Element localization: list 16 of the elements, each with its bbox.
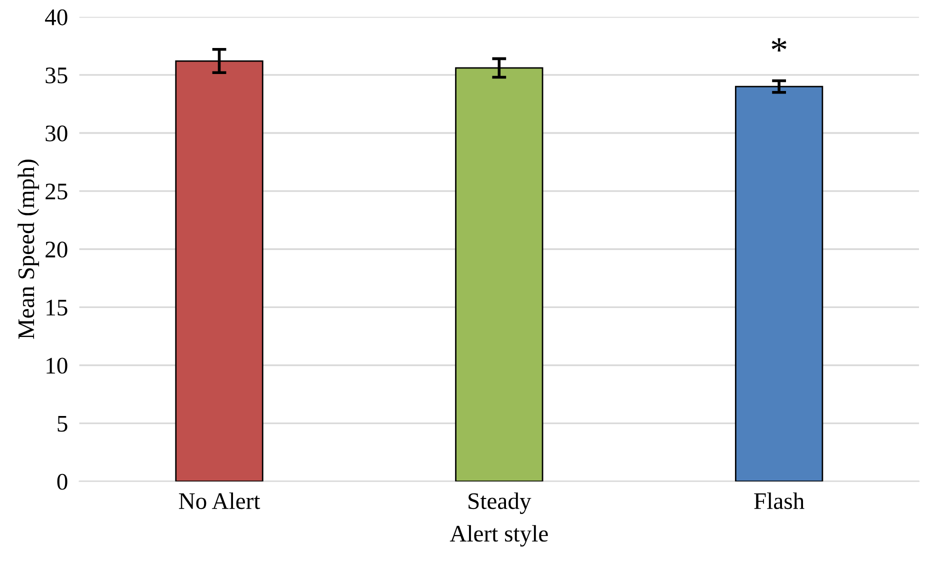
y-tick-label: 35	[46, 68, 68, 84]
annotation: *	[772, 38, 786, 52]
x-tick-label: No Alert	[178, 492, 260, 510]
bar	[734, 86, 824, 482]
y-tick-label: 20	[46, 242, 68, 258]
y-tick-label: 0	[57, 474, 68, 490]
y-axis-title: Mean Speed (mph)	[18, 160, 40, 339]
y-tick-label: 10	[46, 358, 68, 374]
y-tick-label: 30	[46, 126, 68, 142]
x-axis-title: Alert style	[450, 525, 548, 547]
x-tick-label: Steady	[468, 492, 532, 514]
y-tick-label: 5	[58, 416, 68, 432]
y-tick-label: 25	[46, 184, 68, 200]
x-tick-label: Flash	[754, 492, 804, 510]
y-tick-label: 40	[45, 9, 68, 26]
y-tick-label: 15	[46, 300, 68, 316]
